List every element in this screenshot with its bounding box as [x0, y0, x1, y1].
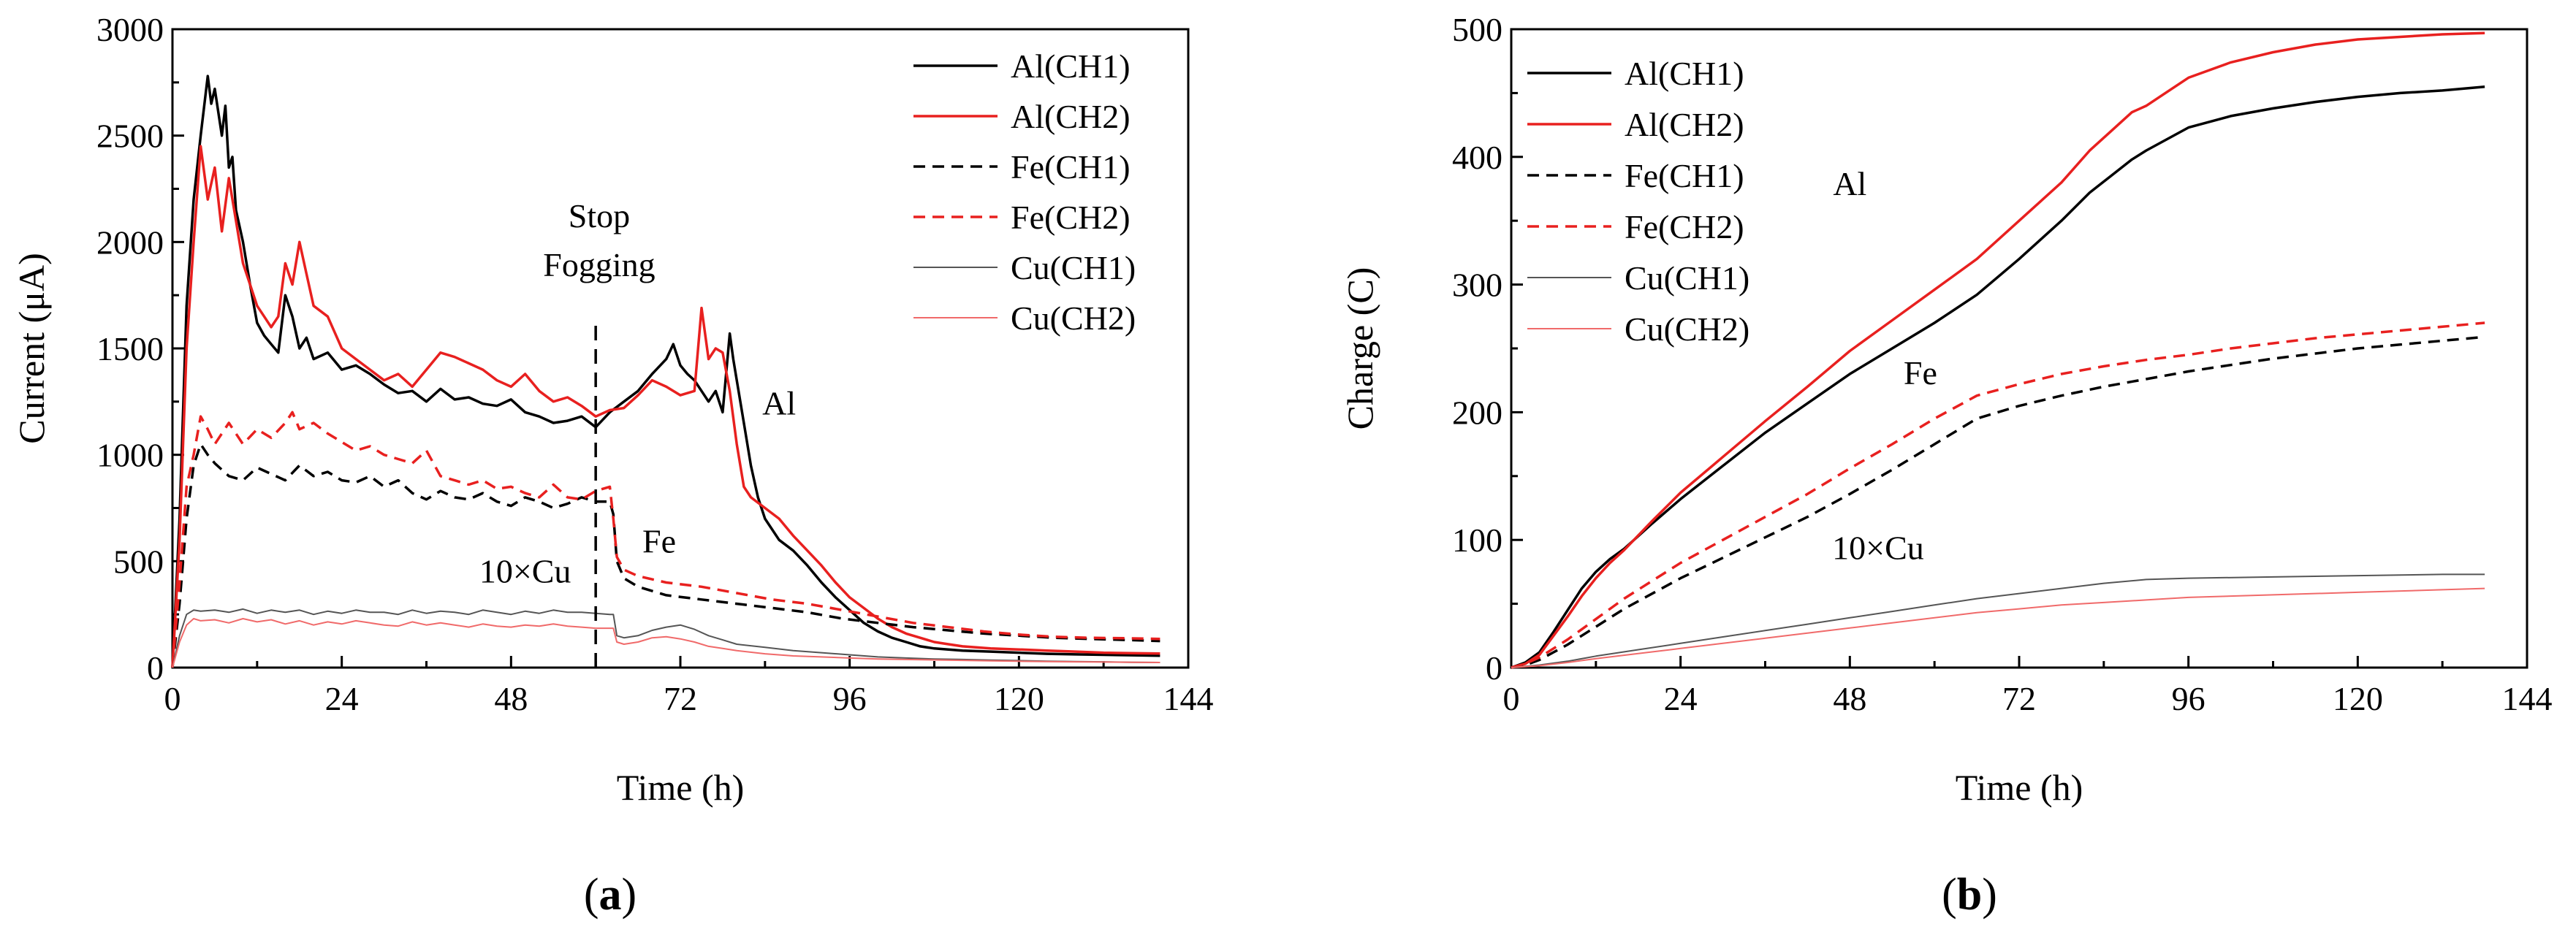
panel-b-annotations: Al Fe 10×Cu — [1832, 165, 1937, 566]
panel-b-ticks: 0 24 48 72 96 120 144 0 100 200 300 400 500 — [1452, 11, 2553, 717]
legend-label: Fe(CH1) — [1625, 157, 1744, 194]
y-tick-label: 1500 — [96, 330, 164, 367]
panel-a-legend: Al(CH1) Al(CH2) Fe(CH1) Fe(CH2) Cu(CH1) Cu(CH… — [913, 47, 1136, 337]
x-tick-label: 72 — [664, 680, 697, 717]
series-line-cu-ch2 — [172, 618, 1160, 668]
legend-label: Fe(CH2) — [1625, 208, 1744, 245]
series-line-fe-ch2 — [171, 410, 1160, 668]
panel-a-annotations: Stop Fogging Al Fe 10×Cu — [479, 197, 796, 590]
series-line-fe-ch1 — [171, 443, 1160, 668]
x-tick-label: 48 — [1833, 680, 1866, 717]
panel-b-caption: (b) — [1942, 870, 1997, 920]
y-tick-label: 100 — [1452, 522, 1502, 559]
series-line-cu-ch1 — [1511, 573, 2485, 668]
legend-label: Fe(CH1) — [1011, 148, 1131, 186]
y-tick-label: 400 — [1452, 139, 1502, 176]
x-tick-label: 24 — [1664, 680, 1698, 717]
panel-a-caption: (a) — [584, 870, 637, 920]
annotation-al-label: Al — [762, 384, 796, 421]
annotation-stop-line2: Fogging — [543, 246, 655, 283]
x-tick-label: 120 — [2333, 680, 2383, 717]
x-tick-label: 96 — [2172, 680, 2205, 717]
x-tick-label: 72 — [2002, 680, 2036, 717]
x-tick-label: 144 — [2502, 680, 2553, 717]
panel-b-legend: Al(CH1) Al(CH2) Fe(CH1) Fe(CH2) Cu(CH1) Cu(CH… — [1527, 55, 1749, 348]
panel-a-xlabel: Time (h) — [617, 767, 745, 808]
y-tick-label: 200 — [1452, 394, 1502, 431]
series-line-cu-ch2 — [1511, 587, 2485, 668]
x-tick-label: 0 — [1503, 680, 1520, 717]
annotation-fe-label: Fe — [642, 523, 676, 560]
annotation-al-label: Al — [1833, 165, 1866, 202]
annotation-cu-label: 10×Cu — [479, 552, 571, 589]
legend-label: Al(CH1) — [1625, 55, 1744, 92]
y-tick-label: 3000 — [96, 11, 164, 48]
y-tick-label: 300 — [1452, 267, 1502, 304]
x-tick-label: 24 — [325, 680, 359, 717]
legend-label: Cu(CH1) — [1625, 259, 1749, 297]
series-line-cu-ch1 — [172, 608, 1160, 668]
legend-label: Al(CH2) — [1011, 98, 1131, 135]
y-tick-label: 0 — [147, 649, 164, 687]
series-line-al-ch2 — [171, 145, 1160, 668]
y-tick-label: 2500 — [96, 118, 164, 155]
legend-label: Cu(CH2) — [1011, 299, 1136, 337]
legend-label: Cu(CH1) — [1011, 249, 1136, 286]
x-tick-label: 120 — [994, 680, 1044, 717]
series-line-fe-ch1 — [1511, 335, 2485, 669]
panel-a: Time (h) Current (μA) 0 24 48 72 96 120 144 0 50… — [11, 11, 1214, 920]
panel-a-ylabel: Current (μA) — [11, 253, 52, 443]
series-line-al-ch1 — [1511, 85, 2485, 669]
panel-a-series — [171, 75, 1160, 668]
panel-b-series — [1511, 31, 2485, 669]
annotation-fe-label: Fe — [1904, 354, 1937, 391]
panel-b: Time (h) Charge (C) 0 24 48 72 96 120 144 0 100 2… — [1340, 11, 2553, 920]
x-tick-label: 0 — [164, 680, 181, 717]
annotation-cu-label: 10×Cu — [1832, 529, 1924, 566]
series-line-fe-ch2 — [1511, 321, 2485, 669]
y-tick-label: 2000 — [96, 224, 164, 261]
legend-label: Cu(CH2) — [1625, 310, 1749, 348]
y-tick-label: 500 — [113, 543, 164, 580]
annotation-stop-line1: Stop — [569, 197, 630, 234]
panel-b-xlabel: Time (h) — [1956, 767, 2083, 808]
series-line-al-ch2 — [1511, 31, 2485, 669]
y-tick-label: 0 — [1486, 649, 1502, 687]
panel-a-ticks: 0 24 48 72 96 120 144 0 500 1000 1500 2000 2500 3000 — [96, 11, 1214, 717]
x-tick-label: 48 — [494, 680, 528, 717]
x-tick-label: 144 — [1163, 680, 1214, 717]
legend-label: Fe(CH2) — [1011, 199, 1131, 236]
panel-b-ylabel: Charge (C) — [1340, 267, 1380, 430]
legend-label: Al(CH2) — [1625, 106, 1744, 143]
x-tick-label: 96 — [833, 680, 867, 717]
y-tick-label: 500 — [1452, 11, 1502, 48]
legend-label: Al(CH1) — [1011, 47, 1131, 85]
y-tick-label: 1000 — [96, 437, 164, 474]
